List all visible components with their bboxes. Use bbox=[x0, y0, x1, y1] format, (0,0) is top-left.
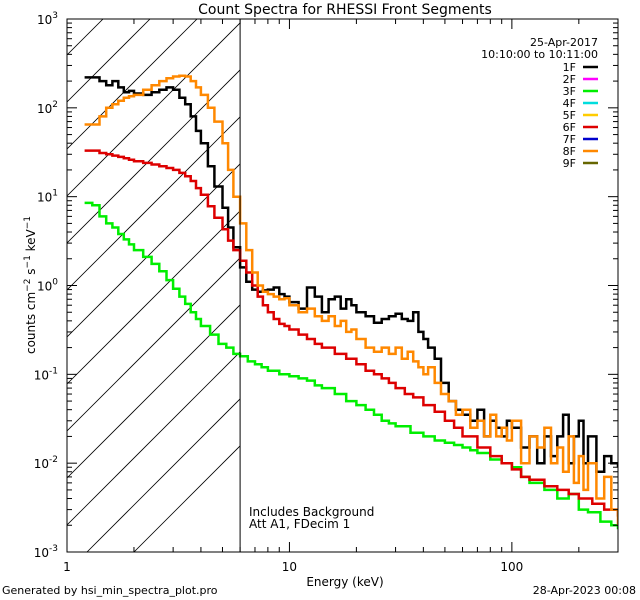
y-tick-label: 102 bbox=[37, 100, 58, 116]
hatch-line bbox=[67, 116, 241, 291]
x-tick-label: 10 bbox=[282, 560, 297, 574]
series-8F-line bbox=[84, 74, 618, 526]
x-axis-label: Energy (keV) bbox=[306, 575, 383, 589]
chart-title: Count Spectra for RHESSI Front Segments bbox=[198, 2, 492, 18]
hatch-line bbox=[67, 22, 241, 197]
legend-label-8F: 8F bbox=[563, 145, 576, 158]
y-tick-label: 10-3 bbox=[34, 544, 58, 560]
hatch-line bbox=[67, 69, 241, 244]
series-layer bbox=[84, 74, 618, 530]
y-tick-label: 10-2 bbox=[34, 455, 58, 471]
hatch-line bbox=[133, 445, 241, 552]
legend-label-1F: 1F bbox=[563, 61, 576, 74]
x-tick-label: 1 bbox=[63, 560, 71, 574]
x-axis: 1 10 100 bbox=[63, 19, 619, 574]
legend-label-6F: 6F bbox=[563, 121, 576, 134]
plot-frame bbox=[66, 18, 619, 553]
background-annotation: Includes Background bbox=[249, 505, 374, 519]
legend-label-4F: 4F bbox=[563, 97, 576, 110]
attenuator-annotation: Att A1, FDecim 1 bbox=[249, 517, 350, 531]
legend-time-range: 10:10:00 to 10:11:00 bbox=[481, 48, 598, 61]
hatch-line bbox=[86, 398, 241, 552]
x-tick-label: 100 bbox=[500, 560, 523, 574]
legend-label-7F: 7F bbox=[563, 133, 576, 146]
excluded-region-hatch bbox=[67, 19, 241, 552]
hatch-line bbox=[67, 163, 241, 338]
y-axis: 103 102 101 100 10-1 10-2 10-3 bbox=[34, 11, 618, 560]
y-tick-label: 103 bbox=[37, 11, 58, 27]
generation-timestamp: 28-Apr-2023 00:08 bbox=[533, 584, 636, 597]
hatch-line bbox=[67, 257, 241, 432]
hatch-line bbox=[67, 351, 241, 526]
y-tick-label: 10-1 bbox=[34, 366, 58, 382]
hatch-line bbox=[67, 210, 241, 385]
y-axis-label: counts cm−2 s−1 keV−1 bbox=[23, 216, 38, 354]
series-6F-line bbox=[84, 149, 618, 517]
legend-date: 25-Apr-2017 bbox=[530, 36, 598, 49]
legend-label-5F: 5F bbox=[563, 109, 576, 122]
legend-label-3F: 3F bbox=[563, 85, 576, 98]
series-1F-line bbox=[84, 76, 618, 474]
hatch-line bbox=[67, 19, 198, 150]
legend-label-2F: 2F bbox=[563, 73, 576, 86]
generator-credit: Generated by hsi_min_spectra_plot.pro bbox=[2, 584, 218, 597]
y-tick-label: 100 bbox=[37, 278, 58, 294]
y-tick-label: 101 bbox=[37, 189, 58, 205]
hatch-line bbox=[67, 304, 241, 479]
legend-label-9F: 9F bbox=[563, 157, 576, 170]
